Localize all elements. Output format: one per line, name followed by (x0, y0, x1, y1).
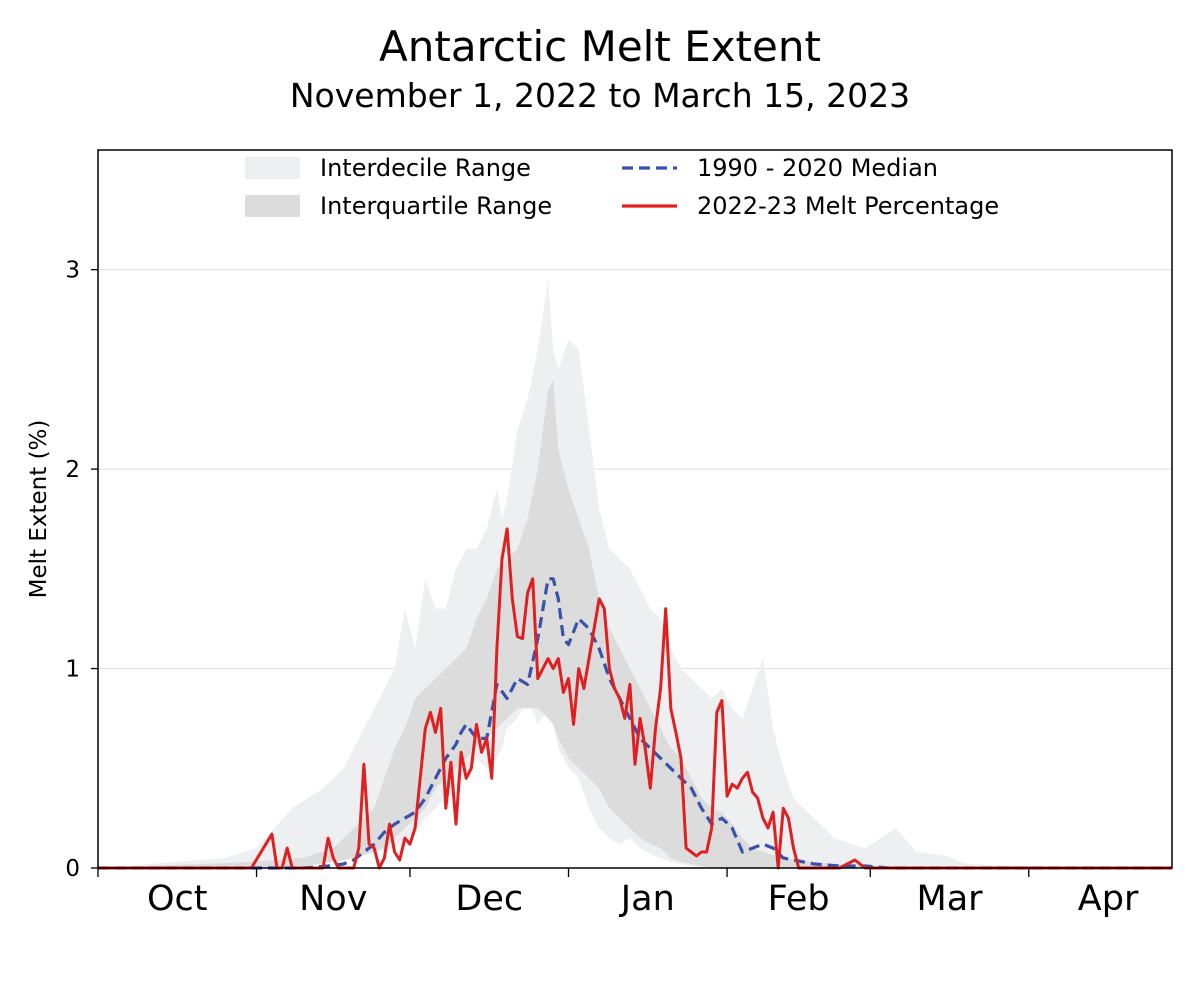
y-tick-label: 0 (65, 856, 80, 882)
legend-swatch-interdecile-range (245, 157, 300, 179)
legend-label-1990-2020-median: 1990 - 2020 Median (697, 154, 938, 182)
legend-label-interquartile-range: Interquartile Range (320, 192, 552, 220)
range-bands (98, 279, 1172, 869)
x-tick-label-feb: Feb (768, 879, 830, 919)
data-lines (98, 527, 1172, 870)
legend-label-2022-23-melt-percentage: 2022-23 Melt Percentage (697, 192, 999, 220)
y-tick-label: 1 (65, 657, 80, 683)
line-2022-23-melt-percentage (98, 527, 1172, 870)
y-tick-label: 2 (65, 457, 80, 483)
legend: Interdecile Range Interquartile Range 1990… (245, 154, 999, 220)
x-tick-label-apr: Apr (1078, 879, 1139, 919)
x-tick-label-oct: Oct (147, 879, 208, 919)
x-tick-label-jan: Jan (619, 879, 675, 919)
x-tick-label-nov: Nov (299, 879, 367, 919)
x-tick-label-dec: Dec (455, 879, 523, 919)
x-tick-label-mar: Mar (917, 879, 984, 919)
y-axis-label: Melt Extent (%) (26, 420, 52, 599)
x-axis: Oct Nov Dec Jan Feb Mar Apr (97, 868, 1139, 919)
legend-swatch-interquartile-range (245, 195, 300, 217)
line-1990-2020-median (98, 577, 1172, 870)
chart-title: Antarctic Melt Extent (379, 22, 821, 71)
band-interquartile-range (98, 379, 1172, 868)
chart-subtitle: November 1, 2022 to March 15, 2023 (289, 76, 911, 115)
y-tick-label: 3 (65, 258, 80, 284)
y-axis: 0 1 2 3 (65, 258, 98, 882)
plot-frame (97, 149, 1173, 869)
legend-label-interdecile-range: Interdecile Range (320, 154, 531, 182)
